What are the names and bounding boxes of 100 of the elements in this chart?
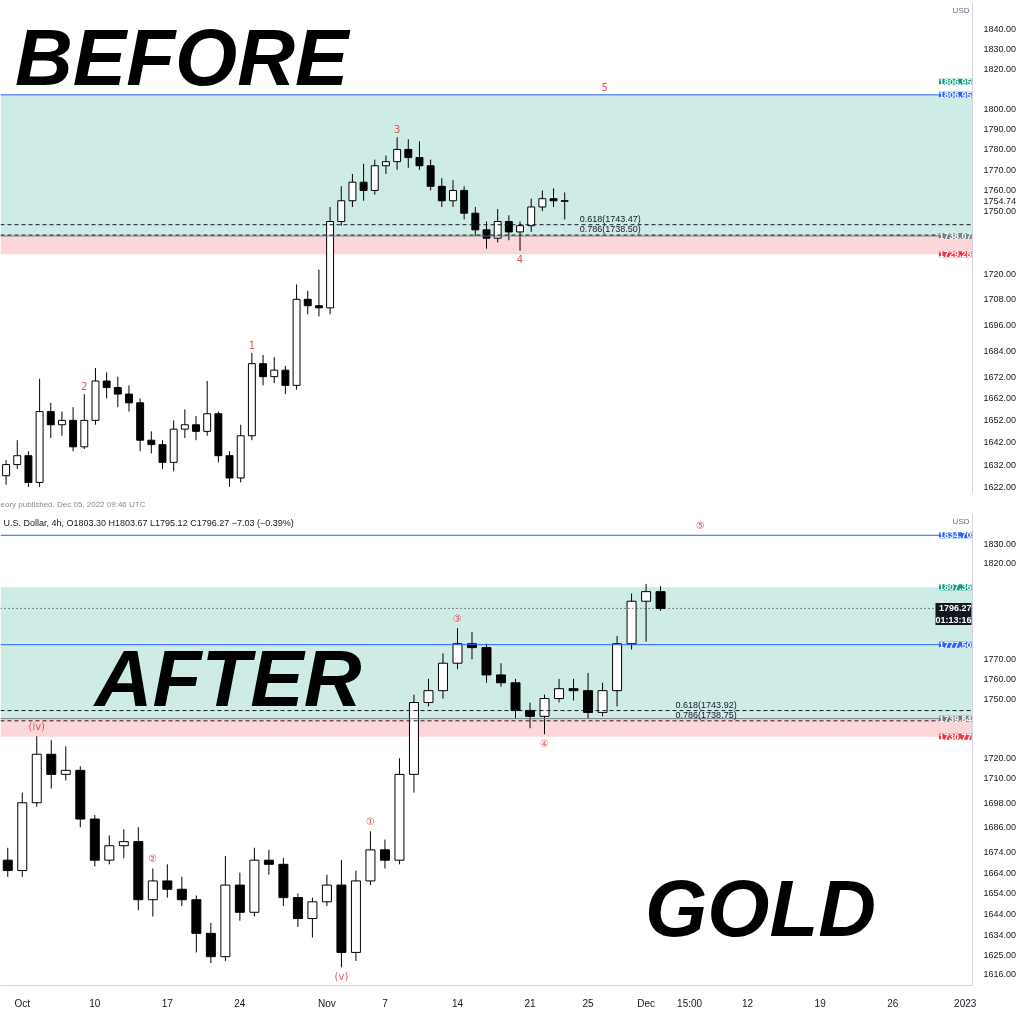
candlestick — [292, 892, 303, 928]
annotation: (v) — [334, 971, 349, 983]
annotation: 4 — [516, 253, 524, 265]
x-tick-label: 24 — [234, 997, 246, 1009]
annotation: (iv) — [28, 721, 46, 733]
x-tick-label: 2023 — [954, 997, 977, 1009]
annotation: ④ — [540, 738, 550, 750]
candlestick — [158, 439, 167, 470]
chart-subtitle: U.S. Dollar, 4h, O1803.30 H1803.67 L1795.12 C1796.27 −7.03 (−0.39%) — [3, 517, 294, 528]
candlestick — [452, 627, 463, 670]
candlestick — [539, 694, 550, 735]
candlestick — [379, 839, 390, 869]
y-tick-label: 1686.00 — [983, 822, 1017, 833]
candlestick — [46, 402, 55, 439]
ref-line-label: 1738.07 — [938, 230, 972, 241]
candlestick — [118, 828, 129, 859]
annotation: ② — [148, 853, 158, 865]
y-tick-label: 1625.00 — [983, 949, 1017, 960]
candlestick — [655, 585, 666, 612]
ref-line-label: 1834.70 — [938, 530, 972, 541]
ref-line-label: 1739.84 — [938, 713, 972, 724]
y-tick-label: 1720.00 — [983, 753, 1017, 764]
y-tick-label: 1664.00 — [983, 867, 1017, 878]
ref-line-label: 0.786(1738.50) — [579, 224, 641, 235]
y-tick-label: 1750.00 — [983, 206, 1017, 217]
y-tick-label: 1840.00 — [983, 24, 1017, 35]
candlestick — [263, 849, 274, 876]
band-label: 1807.36 — [938, 582, 972, 593]
candlestick — [597, 682, 608, 717]
candlestick — [538, 189, 547, 212]
candlestick — [549, 187, 558, 208]
y-tick-label: 1698.00 — [983, 797, 1017, 808]
candlestick — [259, 354, 268, 386]
x-tick-label: Oct — [14, 997, 31, 1009]
candlestick — [13, 439, 22, 470]
candlestick — [337, 185, 346, 227]
x-tick-label: 19 — [814, 997, 827, 1009]
candlestick — [460, 185, 469, 220]
y-tick-label: 1672.00 — [983, 371, 1017, 382]
band-label: 1730.77 — [938, 731, 972, 742]
candlestick — [205, 922, 216, 964]
y-tick-label: 1674.00 — [983, 846, 1017, 857]
x-tick-label: Nov — [318, 997, 336, 1009]
candlestick — [321, 874, 332, 907]
x-tick-label: 25 — [582, 997, 595, 1009]
candlestick — [176, 876, 187, 907]
candlestick — [125, 384, 133, 413]
candlestick — [393, 136, 402, 171]
x-tick-label: 14 — [451, 997, 464, 1009]
candlestick — [270, 356, 279, 384]
x-tick-label: 17 — [161, 997, 174, 1009]
candlestick — [203, 380, 212, 437]
y-tick-label: 1622.00 — [983, 481, 1017, 492]
y-tick-label: 1654.00 — [983, 888, 1017, 899]
annotation: GOLD — [644, 864, 877, 954]
y-tick-label: 1830.00 — [983, 43, 1017, 54]
ref-line-label: 1777.50 — [938, 639, 972, 650]
candlestick — [60, 745, 71, 781]
band-label: 1806.95 — [938, 76, 972, 87]
y-axis-title: USD — [952, 516, 970, 526]
candlestick — [113, 376, 122, 408]
candlestick — [404, 138, 413, 169]
candlestick — [281, 365, 290, 395]
y-tick-label: 1770.00 — [983, 164, 1017, 175]
candlestick — [449, 179, 457, 208]
ref-line-label: 0.618(1743.92) — [675, 699, 737, 710]
y-tick-label: 1820.00 — [983, 558, 1017, 569]
candlestick — [2, 459, 11, 486]
y-tick-label: 1754.74 — [983, 196, 1017, 207]
text: AFTER — [92, 634, 362, 724]
x-tick-label: 12 — [742, 997, 754, 1009]
y-tick-label: 1800.00 — [983, 103, 1017, 114]
annotation: 2 — [81, 381, 88, 393]
candlestick — [504, 214, 513, 241]
y-tick-label: 1708.00 — [983, 294, 1017, 305]
y-tick-label: 1644.00 — [983, 909, 1017, 920]
candlestick — [516, 221, 524, 252]
candlestick — [423, 678, 434, 707]
candlestick — [46, 739, 57, 790]
y-tick-label: 1720.00 — [983, 268, 1017, 279]
y-tick-label: 1780.00 — [983, 144, 1017, 155]
candlestick — [307, 897, 318, 939]
candlestick — [303, 290, 312, 315]
y-tick-label: 1790.00 — [983, 124, 1017, 135]
y-tick-label: 1632.00 — [983, 459, 1017, 470]
candlestick — [102, 371, 111, 399]
candlestick — [560, 192, 569, 220]
y-tick-label: 1760.00 — [983, 673, 1017, 684]
candlestick — [641, 583, 652, 643]
candlestick — [527, 198, 536, 233]
y-tick-label: 1710.00 — [983, 773, 1017, 784]
candlestick — [471, 206, 480, 237]
candlestick — [583, 672, 594, 719]
ref-line-label: 0.618(1743.47) — [579, 213, 641, 224]
candlestick — [381, 155, 390, 175]
candlestick — [57, 411, 66, 437]
ref-line-label: 0.786(1738.75) — [675, 709, 737, 720]
annotation: 1 — [248, 339, 256, 351]
candlestick — [225, 450, 234, 488]
candlestick — [415, 140, 424, 171]
